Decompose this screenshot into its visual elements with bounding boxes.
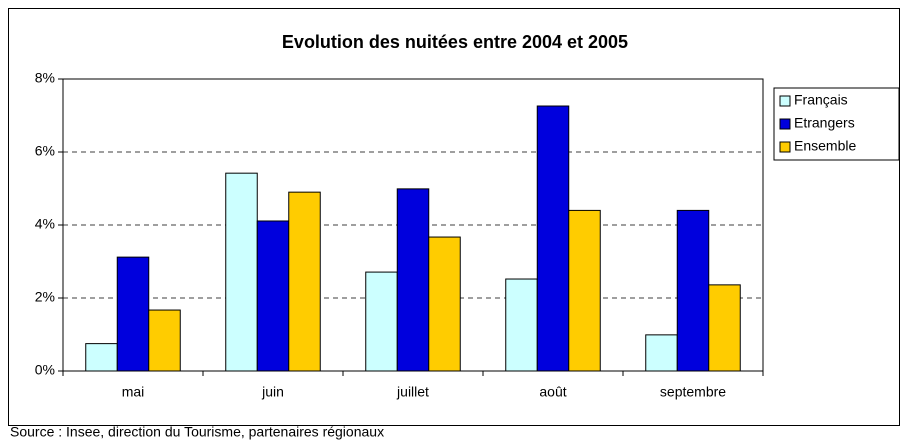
x-tick-label: septembre bbox=[660, 384, 726, 400]
bar bbox=[676, 209, 710, 372]
bar bbox=[708, 284, 741, 372]
legend-label: Ensemble bbox=[794, 138, 856, 154]
bar bbox=[536, 105, 570, 372]
source-note: Source : Insee, direction du Tourisme, p… bbox=[10, 424, 384, 440]
legend-swatch bbox=[779, 141, 791, 153]
x-tick-label: juillet bbox=[396, 384, 429, 400]
x-tick-label: août bbox=[539, 384, 566, 400]
bar bbox=[148, 309, 181, 372]
bar bbox=[428, 236, 461, 372]
chart-title: Evolution des nuitées entre 2004 et 2005 bbox=[282, 32, 628, 52]
x-tick-label: juin bbox=[261, 384, 284, 400]
x-tick-label: mai bbox=[122, 384, 145, 400]
y-tick-label: 4% bbox=[35, 216, 55, 232]
legend-label: Français bbox=[794, 92, 848, 108]
bar bbox=[365, 271, 398, 372]
bar bbox=[85, 343, 118, 372]
y-tick-label: 0% bbox=[35, 362, 55, 378]
y-tick-label: 6% bbox=[35, 143, 55, 159]
bar bbox=[568, 209, 601, 372]
bar bbox=[505, 278, 538, 372]
legend-swatch bbox=[779, 118, 791, 130]
bar bbox=[256, 220, 290, 372]
bar bbox=[116, 256, 150, 372]
bar bbox=[645, 334, 678, 372]
bar bbox=[396, 188, 430, 372]
legend-swatch bbox=[779, 95, 791, 107]
legend-box bbox=[773, 87, 900, 161]
y-tick-label: 2% bbox=[35, 289, 55, 305]
legend-label: Etrangers bbox=[794, 115, 855, 131]
bar bbox=[225, 172, 258, 372]
bar bbox=[288, 191, 321, 372]
y-tick-label: 8% bbox=[35, 70, 55, 86]
